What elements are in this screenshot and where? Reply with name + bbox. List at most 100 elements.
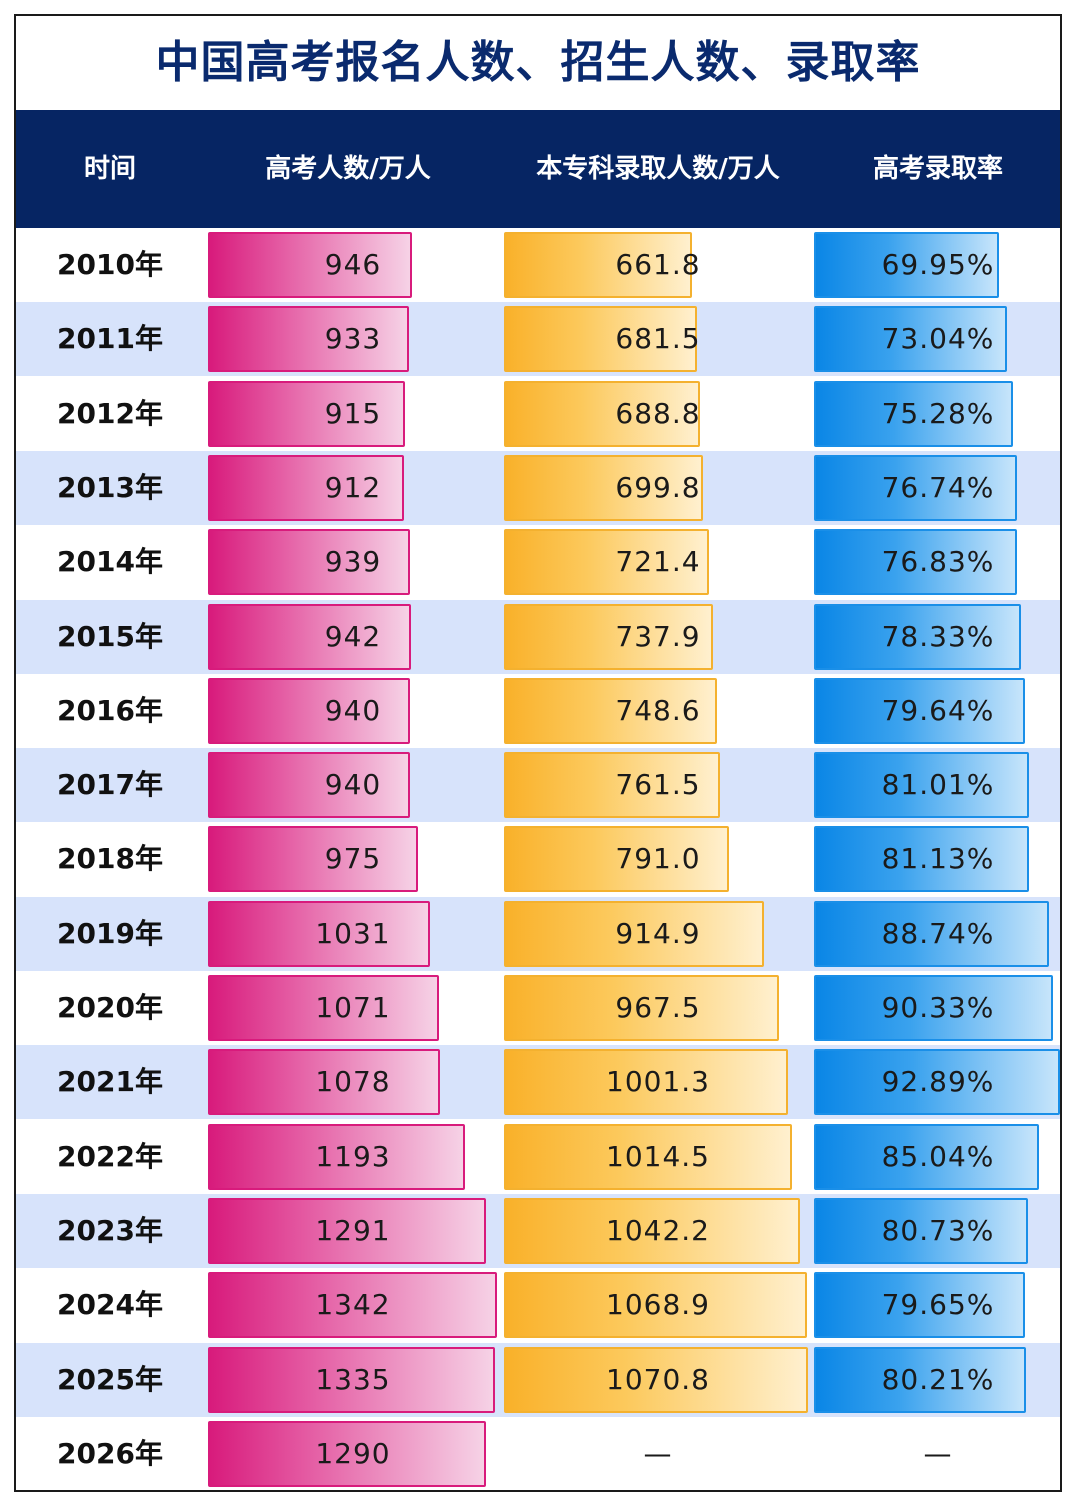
table-row: 2020年 1071 967.5 90.33%	[16, 971, 1060, 1045]
applicants-bar	[208, 232, 412, 298]
admitted-empty-mark: —	[643, 1436, 673, 1470]
rate-bar	[814, 306, 1007, 373]
row-year: 2025年	[57, 1362, 163, 1396]
chart-title: 中国高考报名人数、招生人数、录取率	[155, 37, 921, 88]
rate-bar	[814, 1272, 1025, 1339]
applicants-bar	[208, 603, 411, 670]
table-row: 2024年 1342 1068.9 79.65%	[16, 1268, 1060, 1342]
applicants-bar	[208, 826, 418, 893]
applicants-value: 1078	[315, 1065, 391, 1099]
admitted-value: 1001.3	[606, 1065, 710, 1099]
rate-bar	[814, 826, 1029, 893]
admitted-value: 1042.2	[606, 1213, 710, 1247]
row-year: 2015年	[57, 619, 163, 653]
applicants-bar	[208, 380, 405, 447]
rate-value: 92.89%	[881, 1065, 995, 1099]
table-row: 2014年 939 721.4 76.83%	[16, 525, 1060, 599]
applicants-bar	[208, 1346, 495, 1413]
admitted-value: 791.0	[615, 842, 701, 876]
header-time: 时间	[83, 154, 136, 184]
applicants-value: 939	[324, 545, 382, 579]
admitted-bar	[504, 677, 717, 744]
applicants-value: 946	[324, 248, 382, 281]
table-row: 2016年 940 748.6 79.64%	[16, 674, 1060, 748]
applicants-value: 933	[324, 322, 382, 356]
table-row: 2010年 946 661.8 69.95%	[16, 228, 1060, 302]
rate-value: 78.33%	[881, 619, 995, 653]
row-year: 2013年	[57, 470, 163, 504]
row-year: 2022年	[57, 1139, 163, 1173]
admitted-value: 688.8	[615, 396, 701, 430]
admitted-value: 661.8	[615, 248, 701, 281]
table-row: 2012年 915 688.8 75.28%	[16, 377, 1060, 451]
row-year: 2021年	[57, 1065, 163, 1099]
rate-bar	[814, 752, 1029, 819]
applicants-bar	[208, 677, 410, 744]
rate-value: 76.74%	[881, 470, 995, 504]
applicants-value: 975	[324, 842, 382, 876]
row-year: 2019年	[57, 916, 163, 950]
admitted-bar	[504, 1197, 800, 1264]
table-row: 2026年 1290 — —	[16, 1417, 1060, 1490]
rate-bar	[814, 677, 1025, 744]
applicants-bar	[208, 1049, 440, 1116]
rate-value: 76.83%	[881, 545, 995, 579]
admitted-value: 1014.5	[606, 1139, 710, 1173]
rate-bar	[814, 454, 1017, 521]
admitted-value: 721.4	[615, 545, 701, 579]
row-year: 2020年	[57, 991, 163, 1024]
header-admitted: 本专科录取人数/万人	[536, 154, 780, 184]
row-year: 2012年	[57, 396, 163, 430]
admitted-bar	[504, 752, 720, 819]
rate-value: 75.28%	[881, 396, 995, 430]
applicants-value: 1335	[315, 1362, 391, 1396]
table-header: 时间 高考人数/万人 本专科录取人数/万人 高考录取率	[16, 110, 1060, 228]
applicants-bar	[208, 306, 409, 373]
rate-empty-mark: —	[923, 1436, 953, 1470]
admitted-value: 761.5	[615, 768, 701, 802]
rate-value: 90.33%	[881, 991, 995, 1024]
applicants-value: 912	[324, 470, 382, 504]
applicants-value: 915	[324, 396, 382, 430]
rate-value: 88.74%	[881, 916, 995, 950]
rate-bar	[814, 900, 1049, 967]
row-year: 2023年	[57, 1213, 163, 1247]
rate-value: 81.01%	[881, 768, 995, 802]
table-row: 2018年 975 791.0 81.13%	[16, 822, 1060, 896]
applicants-bar	[208, 529, 410, 596]
admitted-value: 699.8	[615, 470, 701, 504]
row-year: 2018年	[57, 842, 163, 876]
applicants-value: 1193	[315, 1139, 391, 1173]
admitted-bar	[504, 1346, 808, 1413]
rate-value: 79.64%	[881, 693, 995, 727]
rate-value: 69.95%	[881, 248, 995, 281]
header-rate: 高考录取率	[872, 154, 1003, 184]
applicants-bar	[208, 900, 430, 967]
rate-value: 79.65%	[881, 1288, 995, 1322]
rate-value: 81.13%	[881, 842, 995, 876]
rate-value: 85.04%	[881, 1139, 995, 1173]
row-year: 2011年	[57, 322, 163, 356]
applicants-bar	[208, 1123, 465, 1190]
admitted-bar	[504, 900, 764, 967]
table-row: 2022年 1193 1014.5 85.04%	[16, 1120, 1060, 1194]
applicants-bar	[208, 1272, 497, 1339]
rate-bar	[814, 380, 1013, 447]
table-row: 2025年 1335 1070.8 80.21%	[16, 1342, 1060, 1417]
applicants-value: 1291	[315, 1213, 391, 1247]
rate-bar	[814, 529, 1017, 596]
admitted-bar	[504, 306, 697, 373]
rate-bar	[814, 1123, 1039, 1190]
header-applicants: 高考人数/万人	[265, 154, 431, 184]
admitted-bar	[504, 1123, 792, 1190]
rate-bar	[814, 603, 1021, 670]
admitted-bar	[504, 529, 709, 596]
rate-bar	[814, 1346, 1026, 1413]
table-row: 2015年 942 737.9 78.33%	[16, 599, 1060, 674]
table-frame: 中国高考报名人数、招生人数、录取率 时间 高考人数/万人 本专科录取人数/万人 …	[14, 14, 1062, 1492]
rate-bar	[814, 975, 1053, 1041]
row-year: 2026年	[57, 1436, 163, 1470]
applicants-bar	[208, 975, 439, 1041]
row-year: 2014年	[57, 545, 163, 579]
rate-value: 80.21%	[881, 1362, 995, 1396]
